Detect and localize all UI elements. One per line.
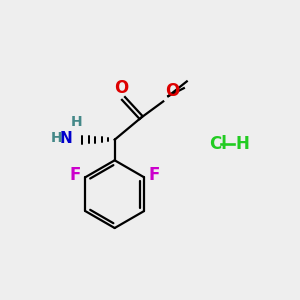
Text: F: F [70, 166, 81, 184]
Text: O: O [114, 79, 128, 97]
Text: H: H [70, 116, 82, 129]
Text: Cl: Cl [209, 135, 227, 153]
Text: O: O [166, 82, 180, 100]
Text: H: H [51, 131, 62, 145]
Text: H: H [236, 135, 250, 153]
Text: F: F [148, 166, 160, 184]
Text: N: N [60, 131, 73, 146]
